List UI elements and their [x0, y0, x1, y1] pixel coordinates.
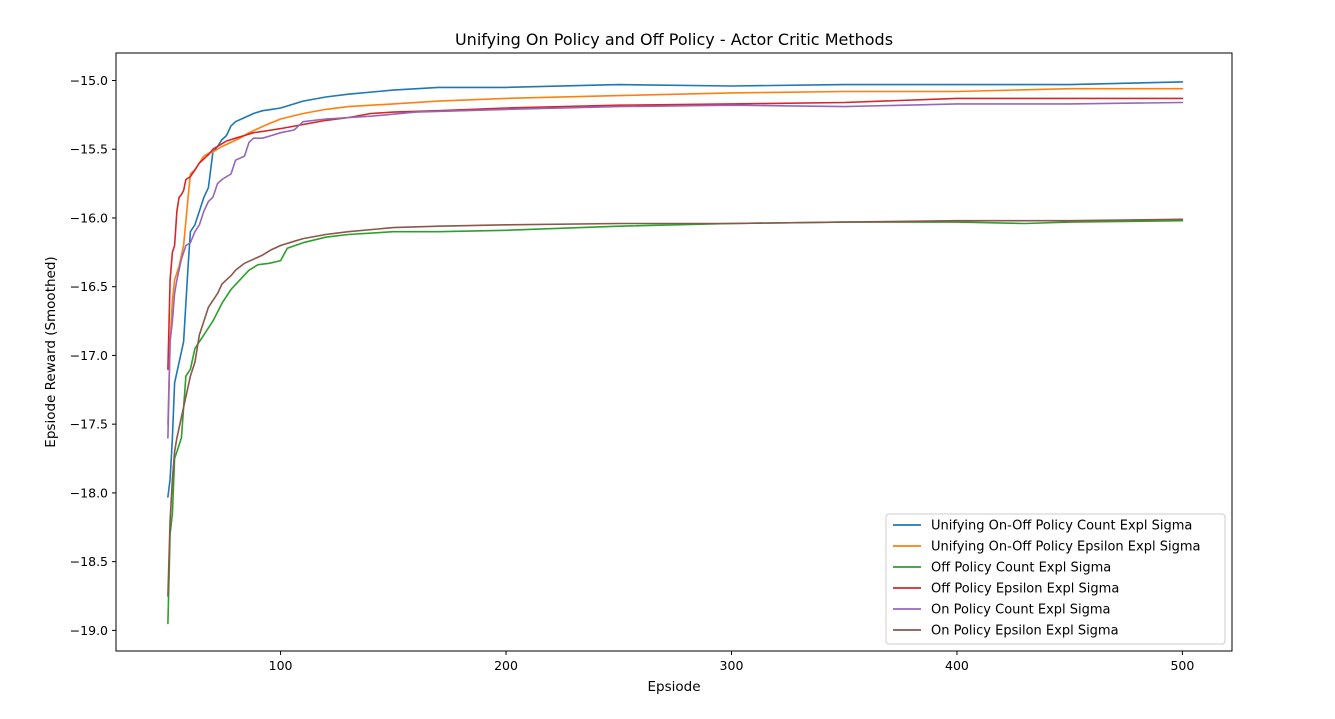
legend-label: Unifying On-Off Policy Count Expl Sigma	[931, 519, 1192, 534]
series-line-6	[167, 218, 1184, 597]
x-tick-label: 500	[1170, 658, 1194, 673]
plot-frame	[115, 52, 1233, 652]
x-tick-label: 400	[945, 658, 969, 673]
series-line-5	[167, 101, 1184, 439]
y-tick-label: −17.5	[70, 417, 108, 432]
legend-box	[885, 513, 1226, 645]
chart-title: Unifying On Policy and Off Policy - Acto…	[455, 30, 893, 49]
series-line-4	[167, 97, 1184, 371]
y-tick-label: −19.0	[70, 623, 108, 638]
legend: Unifying On-Off Policy Count Expl Sigma U…	[885, 513, 1226, 645]
y-tick-label: −17.0	[70, 348, 108, 363]
x-tick-label: 100	[269, 658, 293, 673]
y-tick-label: −18.0	[70, 485, 108, 500]
y-tick-label: −15.5	[70, 142, 108, 157]
y-axis-label: Epsiode Reward (Smoothed)	[43, 256, 59, 447]
x-axis: 100 200 300 400 500	[269, 651, 1194, 673]
x-tick-label: 300	[720, 658, 744, 673]
y-axis: −19.0 −18.5 −18.0 −17.5 −17.0 −16.5 −16.0 −15.5…	[70, 73, 116, 638]
legend-label: Off Policy Epsilon Expl Sigma	[931, 582, 1119, 597]
x-tick-label: 200	[494, 658, 518, 673]
y-tick-label: −16.5	[70, 279, 108, 294]
y-tick-label: −15.0	[70, 73, 108, 88]
y-tick-label: −16.0	[70, 210, 108, 225]
legend-items: Unifying On-Off Policy Count Expl Sigma U…	[893, 519, 1200, 639]
legend-label: Unifying On-Off Policy Epsilon Expl Sigm…	[931, 540, 1200, 555]
y-tick-label: −18.5	[70, 554, 108, 569]
series-line-3	[167, 219, 1184, 625]
legend-label: On Policy Count Expl Sigma	[931, 603, 1111, 618]
series-line-1	[167, 81, 1184, 498]
legend-label: Off Policy Count Expl Sigma	[931, 561, 1111, 576]
legend-label: On Policy Epsilon Expl Sigma	[931, 624, 1119, 639]
x-axis-label: Epsiode	[647, 679, 700, 695]
series-layer	[167, 81, 1184, 625]
